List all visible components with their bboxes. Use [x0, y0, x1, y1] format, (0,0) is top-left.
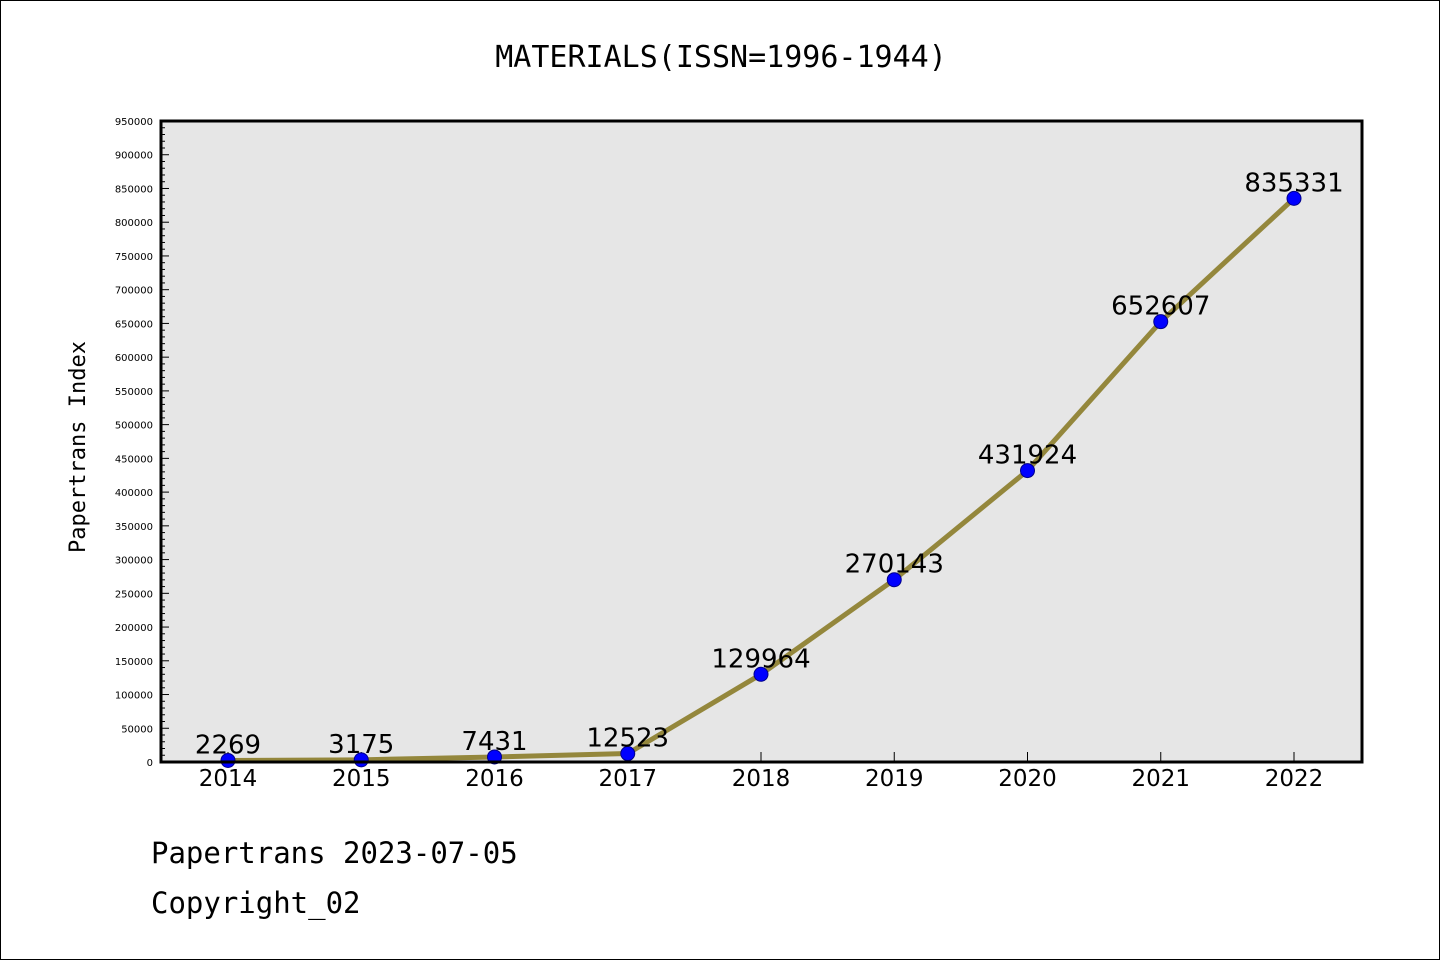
- x-axis: 2014 2015 2016 2017 2018 2019 2020 2021 2022: [199, 752, 1324, 792]
- x-tick-label: 2015: [332, 766, 391, 792]
- data-label: 7431: [461, 727, 527, 757]
- data-label: 12523: [586, 724, 669, 754]
- y-tick-label: 400000: [115, 488, 153, 499]
- y-tick-label: 650000: [115, 319, 153, 330]
- y-tick-label: 950000: [115, 117, 153, 128]
- y-tick-label: 100000: [115, 691, 153, 702]
- y-tick-label: 300000: [115, 556, 153, 567]
- plot-area: [161, 121, 1362, 762]
- y-tick-label: 0: [147, 758, 153, 769]
- y-tick-label: 50000: [121, 724, 153, 735]
- x-tick-label: 2021: [1131, 766, 1190, 792]
- data-label: 270143: [845, 550, 944, 580]
- data-point: [1153, 314, 1169, 330]
- y-axis-label: Papertrans Index: [66, 341, 91, 553]
- data-point: [1286, 190, 1302, 206]
- data-label: 835331: [1244, 168, 1343, 198]
- footer-copyright: Copyright_02: [151, 886, 361, 920]
- y-tick-label: 750000: [115, 252, 153, 263]
- data-point: [1020, 463, 1035, 479]
- x-tick-label: 2018: [732, 766, 791, 792]
- data-label-layer: 2269 3175 7431 12523 129964 270143 431924 65260…: [195, 168, 1344, 760]
- x-tick-label: 2014: [199, 766, 258, 792]
- y-tick-label: 600000: [115, 353, 153, 364]
- y-tick-label: 200000: [115, 623, 153, 634]
- y-tick-label: 700000: [115, 286, 153, 297]
- data-label: 652607: [1111, 292, 1210, 322]
- data-point: [886, 572, 902, 588]
- y-tick-label: 800000: [115, 218, 153, 229]
- x-tick-label: 2019: [865, 766, 924, 792]
- y-tick-label: 250000: [115, 589, 153, 600]
- data-label: 2269: [195, 730, 261, 760]
- y-tick-label: 450000: [115, 454, 153, 465]
- y-tick-label: 350000: [115, 522, 153, 533]
- x-tick-label: 2020: [998, 766, 1057, 792]
- data-label: 431924: [978, 441, 1077, 471]
- data-label: 129964: [711, 644, 810, 674]
- y-axis: 0 50000 100000 150000 200000 250000 300000 3500…: [115, 117, 169, 769]
- data-point: [220, 752, 236, 768]
- chart-title: MATERIALS(ISSN=1996-1944): [495, 40, 947, 75]
- y-tick-label: 900000: [115, 151, 153, 162]
- y-tick-label: 550000: [115, 387, 153, 398]
- data-label: 3175: [328, 730, 394, 760]
- data-point: [487, 749, 502, 765]
- plot-border: [159, 119, 1364, 764]
- y-tick-label: 850000: [115, 184, 153, 195]
- x-tick-label: 2017: [598, 766, 657, 792]
- footer-date: Papertrans 2023-07-05: [151, 836, 518, 870]
- x-tick-label: 2016: [465, 766, 524, 792]
- x-tick-label: 2022: [1265, 766, 1324, 792]
- y-tick-label: 500000: [115, 421, 153, 432]
- y-tick-label: 150000: [115, 657, 153, 668]
- data-point: [753, 666, 769, 682]
